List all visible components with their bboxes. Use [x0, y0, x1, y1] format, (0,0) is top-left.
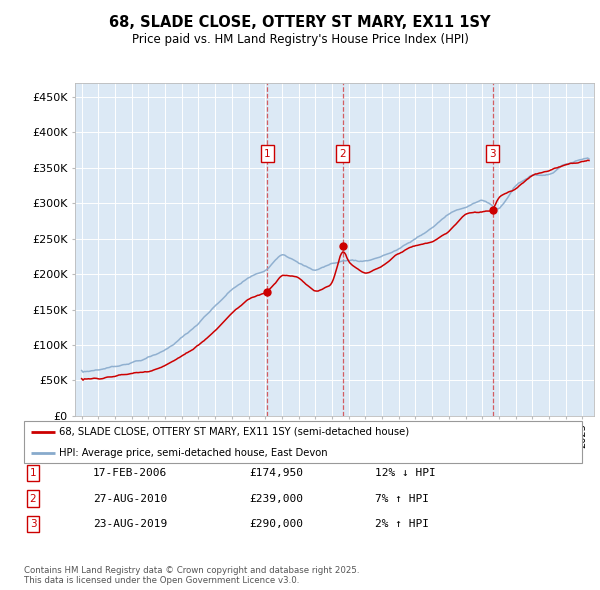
Text: £290,000: £290,000 — [249, 519, 303, 529]
Text: 2: 2 — [340, 149, 346, 159]
Text: 12% ↓ HPI: 12% ↓ HPI — [375, 468, 436, 478]
Text: 68, SLADE CLOSE, OTTERY ST MARY, EX11 1SY: 68, SLADE CLOSE, OTTERY ST MARY, EX11 1S… — [109, 15, 491, 30]
Text: 27-AUG-2010: 27-AUG-2010 — [93, 494, 167, 503]
Text: 2% ↑ HPI: 2% ↑ HPI — [375, 519, 429, 529]
Text: 23-AUG-2019: 23-AUG-2019 — [93, 519, 167, 529]
Text: 3: 3 — [29, 519, 37, 529]
Text: 68, SLADE CLOSE, OTTERY ST MARY, EX11 1SY (semi-detached house): 68, SLADE CLOSE, OTTERY ST MARY, EX11 1S… — [59, 427, 409, 437]
Text: £174,950: £174,950 — [249, 468, 303, 478]
Text: 3: 3 — [490, 149, 496, 159]
Text: 1: 1 — [264, 149, 271, 159]
Text: 17-FEB-2006: 17-FEB-2006 — [93, 468, 167, 478]
FancyBboxPatch shape — [24, 421, 582, 463]
Text: Contains HM Land Registry data © Crown copyright and database right 2025.
This d: Contains HM Land Registry data © Crown c… — [24, 566, 359, 585]
Text: 1: 1 — [29, 468, 37, 478]
Text: 2: 2 — [29, 494, 37, 503]
Text: Price paid vs. HM Land Registry's House Price Index (HPI): Price paid vs. HM Land Registry's House … — [131, 33, 469, 46]
Text: HPI: Average price, semi-detached house, East Devon: HPI: Average price, semi-detached house,… — [59, 448, 327, 458]
Text: 7% ↑ HPI: 7% ↑ HPI — [375, 494, 429, 503]
Text: £239,000: £239,000 — [249, 494, 303, 503]
